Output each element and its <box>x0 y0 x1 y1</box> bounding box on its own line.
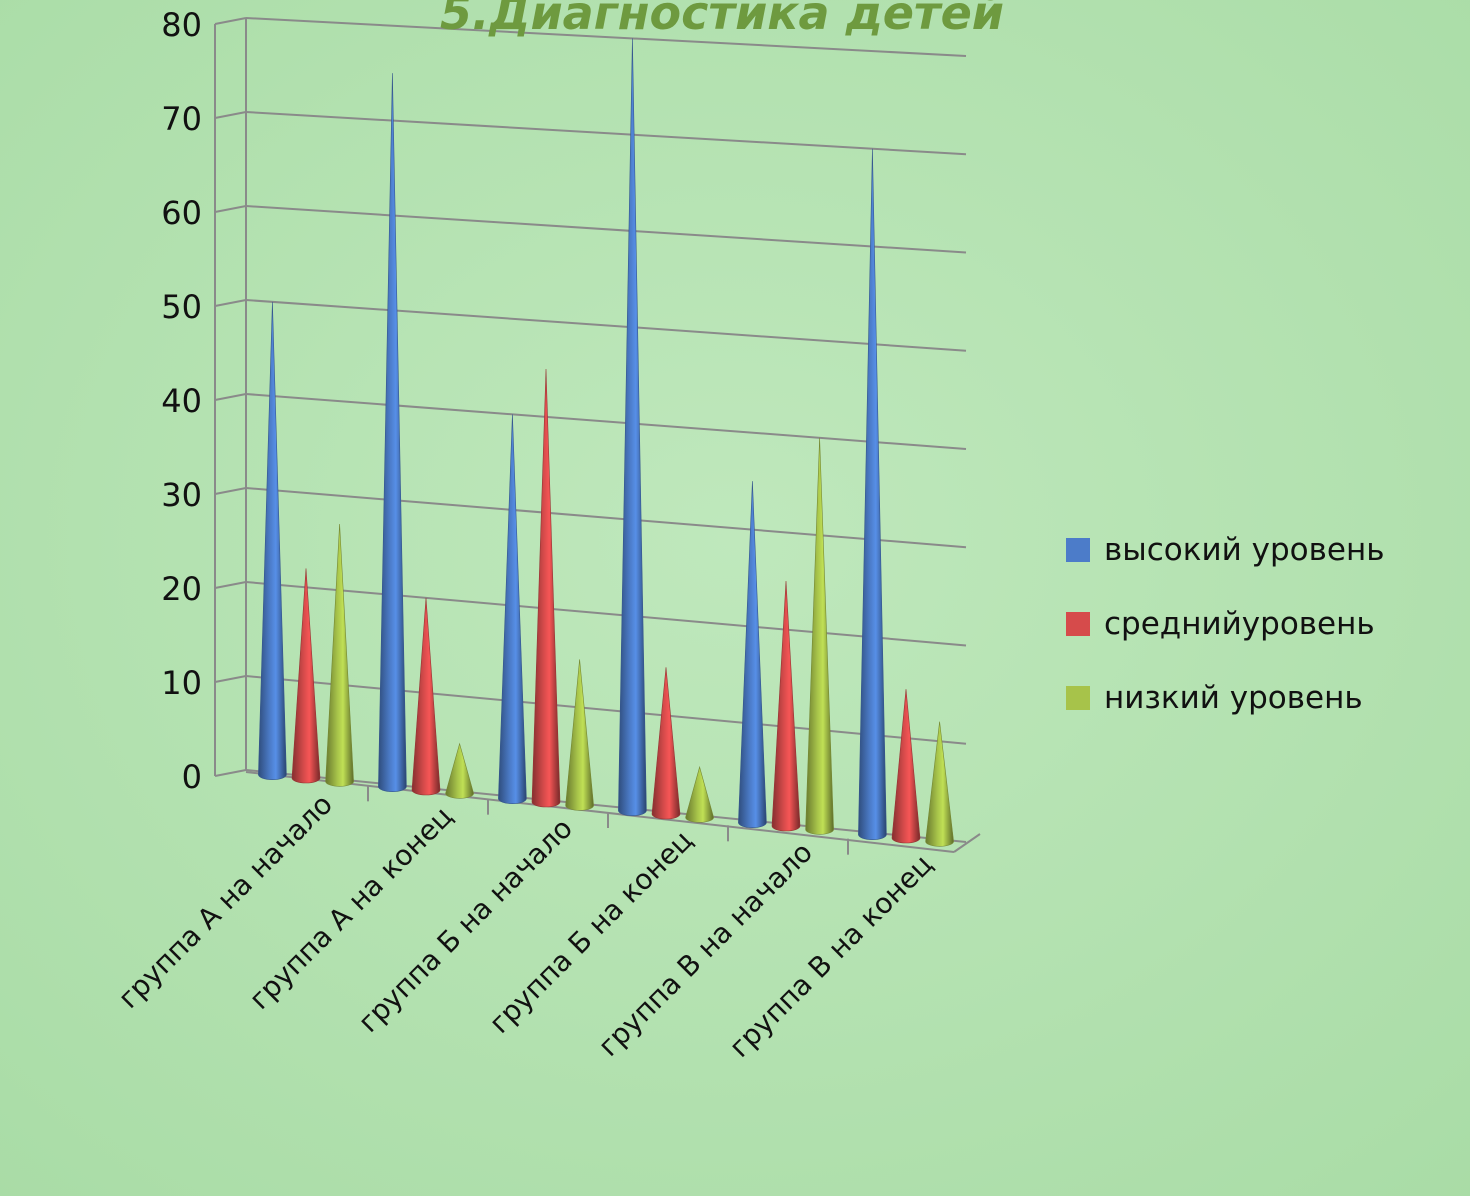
y-tick-mark <box>214 487 247 495</box>
gridline <box>245 769 967 843</box>
gridline <box>245 393 967 450</box>
legend-swatch-medium <box>1066 612 1090 636</box>
legend-item-low: низкий уровень <box>1066 676 1385 720</box>
y-tick-mark <box>214 17 247 25</box>
gridline <box>245 299 967 352</box>
legend-swatch-high <box>1066 538 1090 562</box>
y-tick-labels: 0 10 20 30 40 50 60 70 80 <box>161 6 202 796</box>
cone-medium-4 <box>771 581 801 832</box>
y-tick-label: 30 <box>161 476 202 514</box>
cone-high-0 <box>258 301 287 780</box>
chart-title: 5.Диагностика детей <box>440 0 1005 40</box>
legend-label-high: высокий уровень <box>1104 532 1385 568</box>
gridline <box>245 675 967 745</box>
gridline <box>245 205 967 254</box>
cone-low-2 <box>565 659 594 811</box>
y-tick-label: 70 <box>161 100 202 138</box>
cone-low-5 <box>925 721 954 847</box>
y-tick-label: 0 <box>182 758 202 796</box>
cone-high-2 <box>498 414 527 804</box>
y-tick-mark <box>214 675 247 683</box>
gridline <box>245 17 967 57</box>
y-tick-label: 50 <box>161 288 202 326</box>
cone-low-4 <box>805 437 834 835</box>
cone-high-3 <box>618 38 647 816</box>
cone-high-1 <box>378 73 407 792</box>
y-tick-mark <box>214 581 247 589</box>
y-tick-label: 60 <box>161 194 202 232</box>
y-tick-label: 10 <box>161 664 202 702</box>
y-tick-label: 20 <box>161 570 202 608</box>
legend-swatch-low <box>1066 686 1090 710</box>
cone-medium-0 <box>291 568 321 784</box>
y-tick-mark <box>214 111 247 119</box>
y-tick-label: 40 <box>161 382 202 420</box>
legend: высокий уровень среднийуровень низкий ур… <box>1066 528 1385 750</box>
legend-label-medium: среднийуровень <box>1104 606 1375 642</box>
legend-item-high: высокий уровень <box>1066 528 1385 572</box>
gridline <box>245 487 967 549</box>
cone-low-1 <box>445 742 474 799</box>
x-axis-line <box>245 771 955 853</box>
cone-low-3 <box>685 765 714 823</box>
x-axis-corner <box>953 833 981 853</box>
y-tick-mark <box>214 299 247 307</box>
cone-low-0 <box>325 524 354 787</box>
cone-medium-5 <box>891 689 921 844</box>
cone-high-4 <box>738 481 767 828</box>
cones <box>258 38 954 847</box>
legend-item-medium: среднийуровень <box>1066 602 1385 646</box>
y-tick-mark <box>214 393 247 401</box>
cone-medium-2 <box>531 369 561 808</box>
gridline <box>245 581 967 647</box>
y-tick-mark <box>214 205 247 213</box>
gridline <box>245 111 967 156</box>
legend-label-low: низкий уровень <box>1104 680 1363 716</box>
cone-high-5 <box>858 148 887 840</box>
cone-medium-1 <box>411 597 441 796</box>
cone-medium-3 <box>651 667 681 820</box>
y-tick-mark <box>214 769 247 777</box>
y-tick-label: 80 <box>161 6 202 44</box>
